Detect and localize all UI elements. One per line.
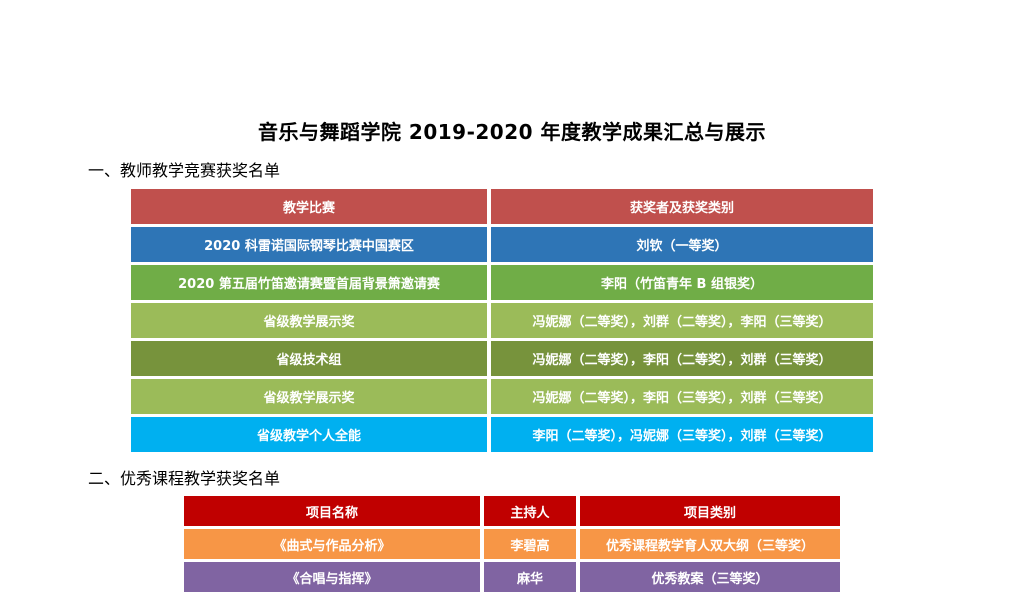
- project-name-cell: 《合唱与指挥》: [184, 562, 480, 592]
- table-header-row: 项目名称 主持人 项目类别: [184, 496, 840, 526]
- header-cell-winners: 获奖者及获奖类别: [491, 189, 873, 224]
- category-cell: 优秀教案（三等奖）: [580, 562, 840, 592]
- competition-cell: 2020 科雷诺国际钢琴比赛中国赛区: [131, 227, 487, 262]
- header-cell-project-name: 项目名称: [184, 496, 480, 526]
- competition-cell: 省级教学展示奖: [131, 303, 487, 338]
- table-row: 省级教学个人全能 李阳（二等奖），冯妮娜（三等奖），刘群（三等奖）: [131, 417, 873, 452]
- winners-cell: 李阳（二等奖），冯妮娜（三等奖），刘群（三等奖）: [491, 417, 873, 452]
- table-row: 省级教学展示奖 冯妮娜（二等奖），刘群（二等奖），李阳（三等奖）: [131, 303, 873, 338]
- header-cell-host: 主持人: [484, 496, 576, 526]
- table-row: 2020 科雷诺国际钢琴比赛中国赛区 刘钦（一等奖）: [131, 227, 873, 262]
- table-row: 省级教学展示奖 冯妮娜（二等奖），李阳（三等奖），刘群（三等奖）: [131, 379, 873, 414]
- category-cell: 优秀课程教学育人双大纲（三等奖）: [580, 529, 840, 559]
- header-cell-competition: 教学比赛: [131, 189, 487, 224]
- winners-cell: 冯妮娜（二等奖），李阳（二等奖），刘群（三等奖）: [491, 341, 873, 376]
- course-awards-table: 项目名称 主持人 项目类别 《曲式与作品分析》 李碧高 优秀课程教学育人双大纲（…: [180, 493, 844, 595]
- table-header-row: 教学比赛 获奖者及获奖类别: [131, 189, 873, 224]
- section-heading-teaching-competition: 一、教师教学竞赛获奖名单: [88, 161, 281, 180]
- host-cell: 李碧高: [484, 529, 576, 559]
- page-title: 音乐与舞蹈学院 2019-2020 年度教学成果汇总与展示: [257, 120, 767, 144]
- competition-awards-table: 教学比赛 获奖者及获奖类别 2020 科雷诺国际钢琴比赛中国赛区 刘钦（一等奖）…: [127, 186, 877, 455]
- competition-cell: 省级教学展示奖: [131, 379, 487, 414]
- competition-cell: 2020 第五届竹笛邀请赛暨首届背景箫邀请赛: [131, 265, 487, 300]
- competition-cell: 省级教学个人全能: [131, 417, 487, 452]
- winners-cell: 刘钦（一等奖）: [491, 227, 873, 262]
- header-cell-category: 项目类别: [580, 496, 840, 526]
- winners-cell: 李阳（竹笛青年 B 组银奖）: [491, 265, 873, 300]
- host-cell: 麻华: [484, 562, 576, 592]
- table-row: 2020 第五届竹笛邀请赛暨首届背景箫邀请赛 李阳（竹笛青年 B 组银奖）: [131, 265, 873, 300]
- table-row: 《合唱与指挥》 麻华 优秀教案（三等奖）: [184, 562, 840, 592]
- table-row: 《曲式与作品分析》 李碧高 优秀课程教学育人双大纲（三等奖）: [184, 529, 840, 559]
- winners-cell: 冯妮娜（二等奖），李阳（三等奖），刘群（三等奖）: [491, 379, 873, 414]
- table-row: 省级技术组 冯妮娜（二等奖），李阳（二等奖），刘群（三等奖）: [131, 341, 873, 376]
- competition-cell: 省级技术组: [131, 341, 487, 376]
- project-name-cell: 《曲式与作品分析》: [184, 529, 480, 559]
- winners-cell: 冯妮娜（二等奖），刘群（二等奖），李阳（三等奖）: [491, 303, 873, 338]
- section-heading-course-awards: 二、优秀课程教学获奖名单: [88, 469, 281, 488]
